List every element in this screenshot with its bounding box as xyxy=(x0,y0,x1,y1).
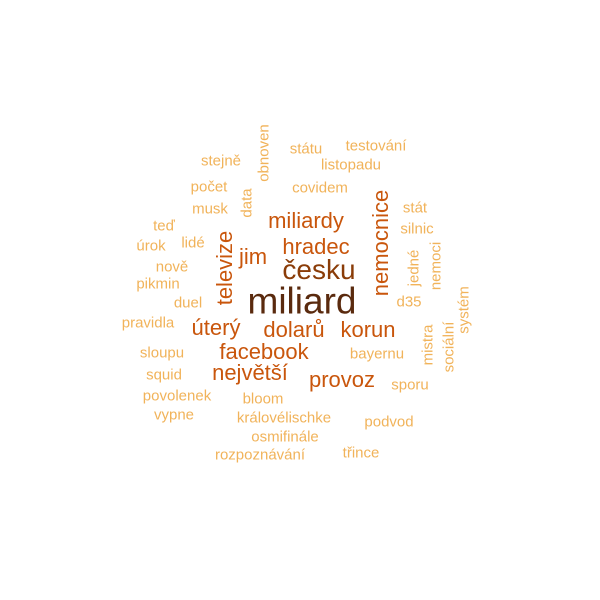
word-dolaru: dolarů xyxy=(263,317,325,342)
word-covidem: covidem xyxy=(292,179,348,197)
word-jim: jim xyxy=(238,244,268,269)
word-duel: duel xyxy=(173,294,203,312)
word-podvod: podvod xyxy=(364,413,414,431)
word-miliard: miliard xyxy=(247,280,357,322)
word-stejne: stejně xyxy=(200,152,242,170)
word-data: data xyxy=(238,188,256,218)
word-provoz: provoz xyxy=(308,367,376,392)
word-statu: státu xyxy=(289,140,323,158)
word-urok: úrok xyxy=(136,237,166,255)
word-kralovelischke: královélischke xyxy=(236,409,332,427)
word-silnic: silnic xyxy=(400,220,434,238)
word-socialni: sociální xyxy=(440,321,458,373)
word-osmifinale: osmifinále xyxy=(251,428,319,446)
word-televize: televize xyxy=(212,230,237,306)
word-bloom: bloom xyxy=(242,390,284,408)
word-vypne: vypne xyxy=(153,406,195,424)
word-povolenek: povolenek xyxy=(142,387,212,405)
word-miliardy: miliardy xyxy=(268,208,344,233)
word-ted: teď xyxy=(153,217,175,235)
word-trince: třince xyxy=(342,444,380,462)
word-rozpoznavani: rozpoznávání xyxy=(214,446,306,464)
word-d35: d35 xyxy=(396,293,422,311)
word-pocet: počet xyxy=(190,178,228,196)
word-testovani: testování xyxy=(345,137,407,155)
word-pikmin: pikmin xyxy=(136,275,180,293)
word-bayernu: bayernu xyxy=(349,345,405,363)
word-sloupu: sloupu xyxy=(139,344,185,362)
word-jedne: jedné xyxy=(405,249,423,287)
word-facebook: facebook xyxy=(219,339,309,364)
word-lide: lidé xyxy=(181,234,205,252)
word-system: systém xyxy=(455,286,473,334)
word-sporu: sporu xyxy=(391,376,429,394)
word-musk: musk xyxy=(192,200,228,218)
word-nemoci: nemoci xyxy=(427,241,445,291)
word-nemocnice: nemocnice xyxy=(368,189,393,297)
word-listopadu: listopadu xyxy=(320,156,382,174)
word-cesku: česku xyxy=(282,254,356,285)
word-squid: squid xyxy=(146,366,182,384)
word-nove: nově xyxy=(155,258,189,276)
word-obnoven: obnoven xyxy=(255,124,273,182)
word-mistra: mistra xyxy=(419,324,437,366)
word-nejvetsi: největší xyxy=(212,360,288,385)
word-utery: úterý xyxy=(191,315,241,340)
word-korun: korun xyxy=(340,317,396,342)
word-pravidla: pravidla xyxy=(121,314,175,332)
word-hradec: hradec xyxy=(282,234,350,259)
word-stat: stát xyxy=(402,199,428,217)
